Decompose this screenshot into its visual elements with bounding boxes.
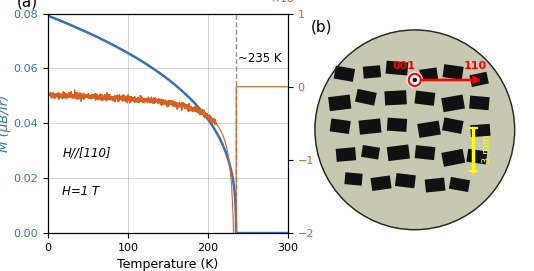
Text: H=1 T: H=1 T — [62, 185, 99, 198]
Bar — [417, 121, 441, 138]
Bar — [363, 65, 381, 79]
Bar — [466, 149, 488, 164]
Circle shape — [409, 74, 421, 86]
Bar — [384, 90, 407, 105]
Bar — [386, 61, 409, 76]
Text: (a): (a) — [17, 0, 38, 9]
Bar — [425, 178, 445, 193]
Circle shape — [315, 30, 515, 230]
Text: ~235 K: ~235 K — [238, 52, 281, 65]
Bar — [387, 118, 407, 132]
Bar — [419, 67, 438, 82]
Text: (b): (b) — [311, 19, 332, 34]
Bar — [355, 89, 377, 106]
Bar — [469, 96, 490, 110]
Bar — [414, 91, 435, 106]
Bar — [395, 173, 416, 188]
X-axis label: Temperature (K): Temperature (K) — [117, 258, 218, 271]
Bar — [441, 95, 465, 112]
Bar — [414, 145, 435, 160]
Text: 110: 110 — [464, 61, 487, 71]
Text: H//[110]: H//[110] — [62, 146, 111, 159]
Bar — [334, 66, 355, 82]
Bar — [387, 144, 410, 161]
Text: 3 mm: 3 mm — [482, 135, 492, 163]
Bar — [443, 64, 464, 80]
Bar — [358, 118, 381, 135]
Y-axis label: dM/dT: dM/dT — [320, 103, 334, 144]
Bar — [361, 145, 380, 160]
Y-axis label: M (μB/Ir): M (μB/Ir) — [0, 95, 11, 152]
Bar — [449, 177, 470, 192]
Text: $\times10^{-3}$: $\times10^{-3}$ — [270, 0, 306, 6]
Circle shape — [413, 78, 417, 81]
Bar — [469, 72, 489, 87]
Circle shape — [407, 72, 422, 88]
Bar — [371, 175, 391, 191]
Bar — [441, 149, 465, 167]
Bar — [442, 117, 464, 134]
Bar — [328, 95, 351, 111]
Bar — [470, 124, 491, 137]
Bar — [336, 147, 356, 162]
Text: 001: 001 — [392, 61, 415, 71]
Bar — [329, 118, 351, 134]
Bar — [344, 172, 363, 186]
